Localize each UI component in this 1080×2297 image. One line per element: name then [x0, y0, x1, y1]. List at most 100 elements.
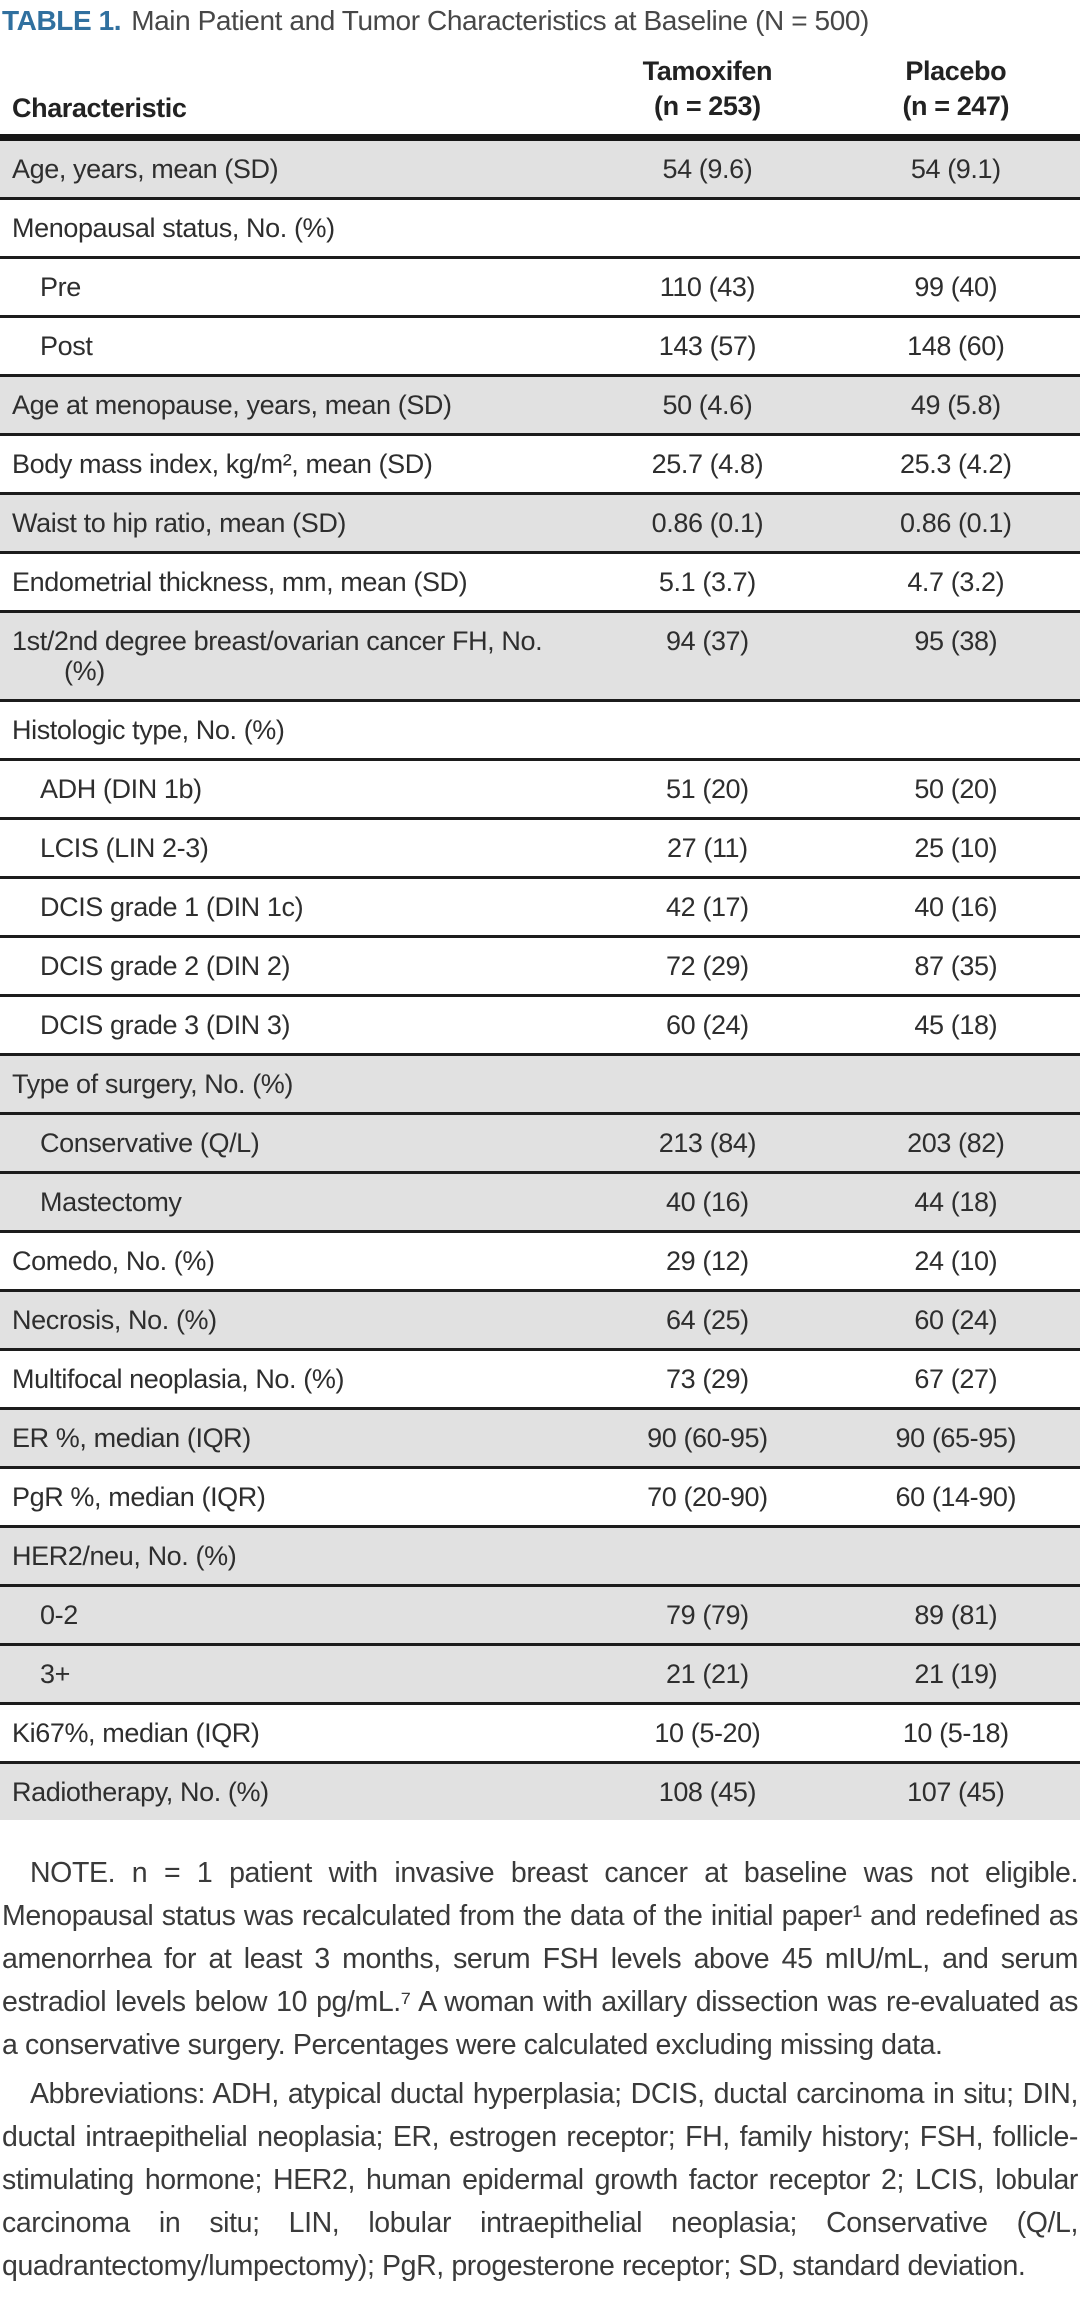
tamoxifen-value-cell: 5.1 (3.7)	[583, 551, 832, 612]
placebo-value-cell: 90 (65-95)	[831, 1407, 1080, 1468]
table-number: TABLE 1.	[2, 5, 122, 36]
placebo-value-cell: 24 (10)	[831, 1230, 1080, 1291]
table-row: LCIS (LIN 2-3) 27 (11) 25 (10)	[0, 817, 1080, 878]
characteristic-cell: Conservative (Q/L)	[0, 1112, 584, 1173]
table-row: Endometrial thickness, mm, mean (SD) 5.1…	[0, 551, 1080, 612]
tamoxifen-value-cell: 42 (17)	[583, 876, 832, 937]
placebo-value-cell: 25.3 (4.2)	[831, 433, 1080, 494]
tamoxifen-value-cell: 51 (20)	[583, 758, 832, 819]
table-row: Radiotherapy, No. (%) 108 (45) 107 (45)	[0, 1761, 1080, 1820]
placebo-value-cell: 148 (60)	[831, 315, 1080, 376]
table-row: Comedo, No. (%) 29 (12) 24 (10)	[0, 1230, 1080, 1291]
table-row: Ki67%, median (IQR) 10 (5-20) 10 (5-18)	[0, 1702, 1080, 1763]
table-row: DCIS grade 1 (DIN 1c) 42 (17) 40 (16)	[0, 876, 1080, 937]
placebo-value-cell: 54 (9.1)	[910, 154, 1001, 184]
table-row: Type of surgery, No. (%)	[0, 1053, 1080, 1114]
placebo-value-cell: 50 (20)	[831, 758, 1080, 819]
placebo-value-cell: 0.86 (0.1)	[831, 492, 1080, 553]
tamoxifen-value-cell: 70 (20-90)	[583, 1466, 832, 1527]
characteristic-cell: 3+	[0, 1643, 584, 1704]
characteristic-cell: DCIS grade 2 (DIN 2)	[0, 935, 584, 996]
characteristic-cell: HER2/neu, No. (%)	[0, 1525, 584, 1586]
table-title: TABLE 1. Main Patient and Tumor Character…	[0, 0, 1080, 54]
tamoxifen-value-cell: 0.86 (0.1)	[583, 492, 832, 553]
tamoxifen-value-cell: 72 (29)	[583, 935, 832, 996]
placebo-value-cell	[831, 1053, 1080, 1114]
tamoxifen-header: Tamoxifen (n = 253)	[583, 54, 831, 138]
table-row: Histologic type, No. (%)	[0, 699, 1080, 760]
table-row: Multifocal neoplasia, No. (%) 73 (29) 67…	[0, 1348, 1080, 1409]
characteristic-cell: Pre	[0, 256, 584, 317]
tamoxifen-value-cell: 54 (9.6)	[662, 154, 753, 184]
characteristic-cell: Comedo, No. (%)	[0, 1230, 584, 1291]
characteristic-cell: ER %, median (IQR)	[0, 1407, 584, 1468]
table-body: Age, years, mean (SD) 54 (9.6) 54 (9.1) …	[0, 137, 1080, 1820]
tamoxifen-header-name: Tamoxifen	[642, 56, 773, 86]
characteristic-cell: PgR %, median (IQR)	[0, 1466, 584, 1527]
tamoxifen-value-cell: 213 (84)	[583, 1112, 832, 1173]
tamoxifen-value-cell	[583, 699, 832, 760]
placebo-value-cell	[831, 1525, 1080, 1586]
tamoxifen-value-cell: 29 (12)	[583, 1230, 832, 1291]
table-header: Characteristic Tamoxifen (n = 253) Place…	[0, 54, 1080, 138]
baseline-characteristics-table: Characteristic Tamoxifen (n = 253) Place…	[0, 54, 1080, 1820]
table-row: Pre 110 (43) 99 (40)	[0, 256, 1080, 317]
tamoxifen-value-cell: 143 (57)	[583, 315, 832, 376]
table-note: NOTE. n = 1 patient with invasive breast…	[2, 1857, 1078, 2061]
characteristic-cell: Age, years, mean (SD)	[12, 154, 279, 184]
tamoxifen-value-cell: 79 (79)	[583, 1584, 832, 1645]
tamoxifen-value-cell: 73 (29)	[583, 1348, 832, 1409]
tamoxifen-value-cell: 64 (25)	[583, 1289, 832, 1350]
tamoxifen-value-cell: 90 (60-95)	[583, 1407, 832, 1468]
placebo-header-name: Placebo	[905, 56, 1007, 86]
tamoxifen-value-cell	[583, 1525, 832, 1586]
table-abbreviations: Abbreviations: ADH, atypical ductal hype…	[2, 2078, 1078, 2282]
tamoxifen-value-cell: 94 (37)	[583, 610, 832, 701]
table-row: ADH (DIN 1b) 51 (20) 50 (20)	[0, 758, 1080, 819]
table-row: DCIS grade 3 (DIN 3) 60 (24) 45 (18)	[0, 994, 1080, 1055]
characteristic-cell: 1st/2nd degree breast/ovarian cancer FH,…	[0, 610, 584, 701]
table-row: ER %, median (IQR) 90 (60-95) 90 (65-95)	[0, 1407, 1080, 1468]
tamoxifen-value-cell: 60 (24)	[583, 994, 832, 1055]
placebo-value-cell: 25 (10)	[831, 817, 1080, 878]
placebo-value-cell	[831, 197, 1080, 258]
table-row: Post 143 (57) 148 (60)	[0, 315, 1080, 376]
characteristic-cell: Post	[0, 315, 584, 376]
table-row: Conservative (Q/L) 213 (84) 203 (82)	[0, 1112, 1080, 1173]
header-row: Characteristic Tamoxifen (n = 253) Place…	[0, 54, 1080, 138]
characteristic-cell: Histologic type, No. (%)	[0, 699, 584, 760]
tamoxifen-value-cell	[583, 1053, 832, 1114]
placebo-value-cell: 44 (18)	[831, 1171, 1080, 1232]
table-row: Age, years, mean (SD) 54 (9.6) 54 (9.1)	[0, 137, 1080, 199]
tamoxifen-value-cell: 21 (21)	[583, 1643, 832, 1704]
tamoxifen-value-cell: 40 (16)	[583, 1171, 832, 1232]
table-row: Waist to hip ratio, mean (SD) 0.86 (0.1)…	[0, 492, 1080, 553]
placebo-value-cell: 87 (35)	[831, 935, 1080, 996]
tamoxifen-value-cell: 50 (4.6)	[583, 374, 832, 435]
table-caption: Main Patient and Tumor Characteristics a…	[131, 5, 869, 36]
characteristic-cell: Waist to hip ratio, mean (SD)	[0, 492, 584, 553]
placebo-value-cell: 99 (40)	[831, 256, 1080, 317]
tamoxifen-value-cell: 10 (5-20)	[583, 1702, 832, 1763]
table-row: 1st/2nd degree breast/ovarian cancer FH,…	[0, 610, 1080, 701]
placebo-value-cell: 60 (14-90)	[831, 1466, 1080, 1527]
placebo-value-cell: 4.7 (3.2)	[831, 551, 1080, 612]
characteristic-cell: Multifocal neoplasia, No. (%)	[0, 1348, 584, 1409]
characteristic-cell: DCIS grade 1 (DIN 1c)	[0, 876, 584, 937]
characteristic-cell: Age at menopause, years, mean (SD)	[0, 374, 584, 435]
table-row: 0-2 79 (79) 89 (81)	[0, 1584, 1080, 1645]
placebo-value-cell: 95 (38)	[831, 610, 1080, 701]
table-row: Mastectomy 40 (16) 44 (18)	[0, 1171, 1080, 1232]
placebo-value-cell: 67 (27)	[831, 1348, 1080, 1409]
placebo-value-cell: 10 (5-18)	[831, 1702, 1080, 1763]
table-row: Menopausal status, No. (%)	[0, 197, 1080, 258]
characteristic-cell: Mastectomy	[0, 1171, 584, 1232]
placebo-value-cell: 45 (18)	[831, 994, 1080, 1055]
placebo-header: Placebo (n = 247)	[832, 54, 1080, 138]
characteristic-cell: Necrosis, No. (%)	[0, 1289, 584, 1350]
placebo-value-cell: 21 (19)	[831, 1643, 1080, 1704]
placebo-header-n: (n = 247)	[902, 91, 1010, 121]
placebo-value-cell: 203 (82)	[831, 1112, 1080, 1173]
placebo-value-cell: 107 (45)	[831, 1761, 1080, 1820]
